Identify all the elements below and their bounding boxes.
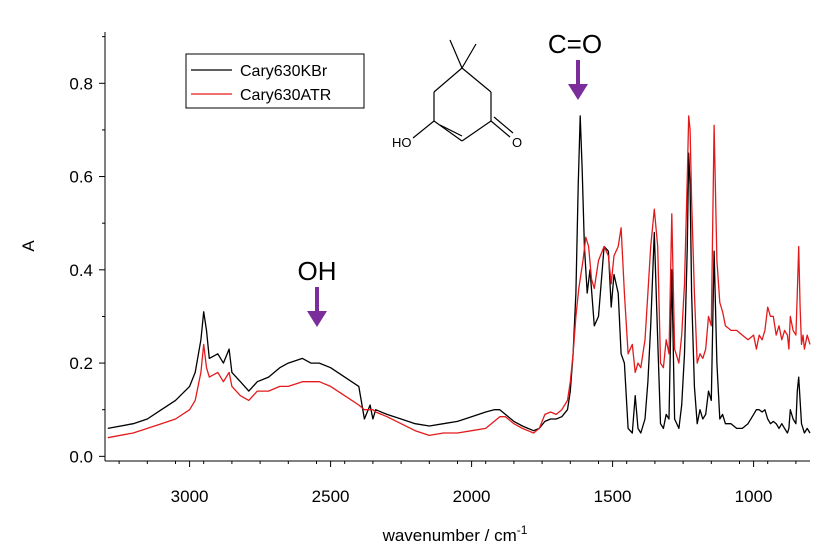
y-axis-title: A — [19, 240, 38, 252]
y-tick-label: 0.0 — [69, 447, 93, 466]
bond — [461, 43, 477, 69]
bond — [461, 67, 492, 93]
atom-label-o: O — [512, 135, 522, 150]
x-axis-title: wavenumber / cm-1 — [382, 523, 528, 545]
y-tick-label: 0.8 — [69, 74, 93, 93]
bond-double — [493, 116, 514, 134]
x-tick-label: 1500 — [594, 487, 632, 506]
legend-box — [185, 53, 365, 109]
y-ticks: 0.0 0.2 0.4 0.6 0.8 — [69, 36, 105, 466]
y-tick-label: 0.2 — [69, 354, 93, 373]
atom-label-ho: HO — [392, 135, 412, 150]
x-tick-label: 2500 — [312, 487, 350, 506]
bond — [449, 39, 463, 69]
series-line-cary630atr — [107, 115, 811, 439]
bond-double — [490, 120, 511, 138]
bond — [433, 67, 463, 93]
annotation-co-arrowhead — [568, 84, 588, 100]
molecule-structure — [412, 39, 514, 142]
bond — [461, 120, 492, 142]
series-line-cary630kbr — [107, 115, 811, 434]
y-tick-label: 0.6 — [69, 168, 93, 187]
bond — [433, 120, 463, 142]
x-tick-label: 1000 — [735, 487, 773, 506]
y-tick-label: 0.4 — [69, 261, 93, 280]
annotation-oh-arrowhead — [307, 311, 327, 327]
annotation-co: C=O — [548, 29, 602, 100]
x-tick-label: 2000 — [453, 487, 491, 506]
series-layer — [107, 115, 811, 439]
x-axis-title-main: wavenumber / cm — [382, 526, 517, 545]
annotation-oh: OH — [298, 256, 337, 327]
annotation-oh-label: OH — [298, 256, 337, 286]
legend-label-atr: Cary630ATR — [240, 87, 331, 104]
bond — [412, 120, 435, 139]
annotation-co-label: C=O — [548, 29, 602, 59]
x-ticks: 3000 2500 2000 1500 1000 — [118, 461, 797, 506]
legend-label-kbr: Cary630KBr — [240, 63, 328, 80]
x-tick-label: 3000 — [171, 487, 209, 506]
x-axis-title-superscript: -1 — [517, 523, 528, 537]
bond-double — [439, 124, 463, 137]
legend: Cary630KBr Cary630ATR — [185, 53, 365, 109]
